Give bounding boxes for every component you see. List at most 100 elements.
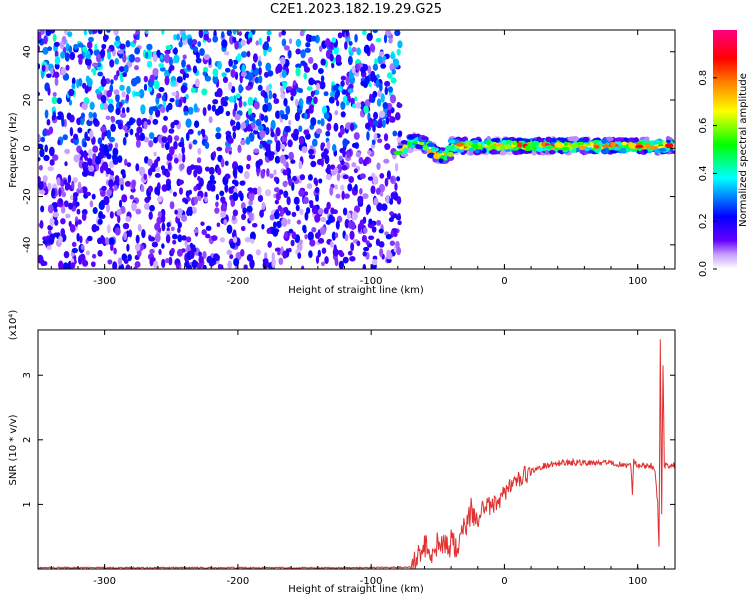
spectrogram-cell [80,244,85,251]
spectrogram-cell [281,30,287,36]
spectrogram-cell [314,232,321,240]
spectrogram-cell [78,77,83,87]
spectrogram-cell [119,84,125,91]
spectrogram-cell [79,235,83,244]
spectrogram-cell [111,153,118,163]
spectrogram-cell [135,243,141,252]
spectrogram-cell [65,64,70,71]
snr-scale-label: (x10⁴) [8,310,19,341]
spectrogram-cell [133,39,137,44]
spectrogram-cell [182,96,187,104]
spectrogram-cell [335,54,342,64]
spectrogram-cell [281,217,288,227]
spectrogram-cell [347,183,353,192]
spectrogram-cell [334,110,339,116]
spectrogram-cell [343,193,350,199]
spectrogram-cell [82,152,89,157]
spectrogram-cell [217,60,222,70]
spectrogram-cell [146,60,153,68]
spectrogram-cell [396,176,401,182]
spectrogram-band-cell [489,144,497,149]
colorbar-tick-label: 0.8 [698,70,709,86]
spectrogram-cell [143,173,148,180]
spectrogram-cell [202,251,207,259]
spectrogram-cell [185,132,190,142]
spectrogram-cell [134,65,139,71]
spectrogram-cell [292,175,298,182]
spectrogram-cell [321,105,328,115]
spectrogram-cell [356,47,361,56]
spectrogram-cell [122,125,128,131]
spectrogram-cell [125,94,130,102]
spectrogram-cell [232,161,239,171]
spectrogram-cell [232,209,239,217]
spectrogram-cell [139,132,146,142]
spectrogram-cell [283,97,288,107]
snr-ytick-label: 3 [22,372,33,378]
spectrogram-cell [272,258,276,267]
spectrogram-cell [85,136,91,142]
spectrogram-cell [103,102,109,111]
spectrogram-cell [342,256,349,264]
spectrogram-cell [342,149,346,158]
spectrogram-cell [257,84,263,91]
spectrogram-cell [197,41,202,48]
snr-background [38,330,675,569]
spectrogram-cell [146,119,152,126]
spectrogram-cell [274,155,281,164]
spectrogram-cell [393,58,400,68]
spectrogram-cell [148,132,155,140]
spectrogram-cell [47,166,54,172]
spectrogram-cell [315,128,322,135]
spectrogram-cell [127,254,132,262]
spectrogram-cell [259,209,264,218]
spectrogram-cell [372,30,378,34]
spectrogram-cell [353,96,358,102]
spectrogram-cell [287,139,293,148]
spectrogram-cell [118,66,125,72]
spectrogram-band-cell [449,139,456,144]
spectrogram-cell [151,241,159,248]
spectrogram-cell [38,164,43,171]
spectrogram-cell [238,99,243,108]
spectrogram-cell [76,208,81,215]
spectrogram-cell [107,259,113,265]
spectrogram-cell [372,90,378,98]
spectrogram-cell [206,182,213,192]
spectrogram-cell [117,214,121,224]
spectrogram-cell [359,173,366,179]
spectrogram-cell [304,211,309,221]
spectrogram-cell [73,43,79,50]
spectrogram-cell [242,207,247,214]
spectrogram-cell [240,248,245,257]
spectrogram-cell [178,187,183,195]
spectrogram-cell [192,46,199,53]
spectrogram-cell [48,236,55,245]
spectrogram-band-cell [499,145,505,151]
spectrogram-band-cell [490,138,499,143]
spectrogram-xtick-label: 0 [501,276,507,287]
spectrogram-cell [287,49,292,59]
spectrogram-cell [101,161,109,171]
spectrogram-cell [89,101,95,110]
spectrogram-cell [371,172,376,178]
spectrogram-cell [389,240,396,246]
colorbar-tick-label: 0.0 [698,261,709,277]
spectrogram-cell [169,146,175,156]
spectrogram-band-cell [532,146,538,152]
spectrogram-cell [108,179,114,188]
spectrogram-band-cell [475,148,480,154]
spectrogram-cell [266,30,272,36]
spectrogram-cell [379,51,385,57]
spectrogram-band-cell [430,146,436,150]
spectrogram-cell [120,184,124,191]
spectrogram-cell [169,64,175,71]
spectrogram-cell [366,32,373,42]
spectrogram-cell [68,88,75,97]
spectrogram-cell [279,154,286,164]
spectrogram-cell [308,250,313,259]
spectrogram-cell [174,209,178,215]
spectrogram-band-cell [628,142,637,149]
spectrogram-cell [359,219,364,229]
